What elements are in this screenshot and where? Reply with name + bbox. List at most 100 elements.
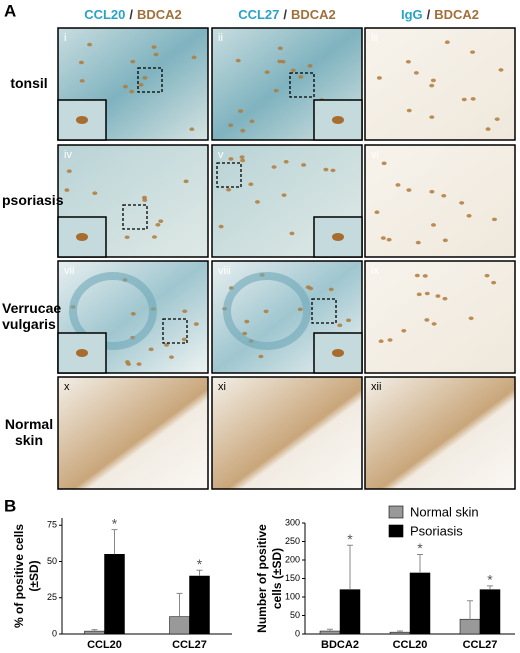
stained-cell [238, 109, 244, 113]
stained-cell [129, 89, 135, 94]
y-axis-label-line: (±SD) [27, 560, 41, 591]
panel-numeral: i [64, 32, 66, 44]
y-tick-label: 25 [47, 592, 57, 602]
significance-mark: * [347, 531, 353, 547]
column-header-sep: / [427, 7, 431, 22]
micrograph [57, 376, 209, 490]
bar [459, 618, 481, 635]
column-header-marker: CCL20 [84, 7, 125, 22]
stained-cell [429, 189, 435, 194]
stained-cell [277, 46, 283, 51]
y-tick-label: 150 [285, 573, 300, 583]
stained-cell [470, 97, 476, 101]
stained-cell [395, 183, 401, 187]
column-header-stain: BDCA2 [291, 7, 336, 22]
legend-label: Normal skin [410, 504, 479, 519]
stained-cell [218, 224, 224, 229]
stained-cell [466, 214, 472, 218]
y-tick-label: 250 [285, 536, 300, 546]
error-bar [91, 629, 98, 632]
micrograph [211, 376, 363, 490]
stained-cell [406, 188, 412, 192]
stained-cell [444, 40, 450, 45]
bar [169, 616, 190, 635]
zoom-box [311, 298, 337, 324]
stained-cell [87, 42, 93, 47]
x-tick-label: BDCA2 [321, 639, 359, 651]
stained-cell [92, 191, 98, 196]
y-tick-label: 75 [47, 520, 57, 530]
row-label: Verrucae vulgaris [2, 300, 62, 332]
stained-cell [235, 58, 241, 63]
stained-cell [401, 328, 407, 333]
row-label: psoriasis [2, 192, 64, 208]
stained-cell [494, 117, 500, 121]
stained-cell [387, 338, 393, 342]
stained-cell [122, 84, 128, 89]
error-bar [111, 529, 118, 555]
stained-cell [249, 119, 255, 124]
stained-cell [332, 233, 344, 241]
stained-cell [142, 75, 148, 80]
x-tick-label: CCL27 [172, 639, 207, 651]
stained-cell [181, 337, 187, 342]
bar [104, 554, 125, 635]
stained-cell [130, 312, 136, 316]
stained-cell [228, 157, 234, 161]
significance-mark: * [417, 540, 423, 556]
stained-cell [406, 108, 412, 113]
bar [84, 630, 105, 635]
zoom-box [216, 162, 242, 188]
y-tick-label: 300 [285, 517, 300, 527]
stained-cell [142, 198, 148, 202]
stained-cell [301, 163, 307, 167]
y-axis-label-line: cells (±SD) [270, 548, 284, 609]
stained-cell [155, 223, 161, 227]
stained-cell [485, 127, 491, 131]
error-bar [176, 592, 183, 617]
stained-cell [337, 323, 343, 328]
column-header-marker: IgG [401, 7, 423, 22]
y-axis-label: % of positive cells(±SD) [12, 524, 41, 628]
stained-cell [193, 322, 199, 326]
zoom-box [289, 72, 315, 98]
y-tick-label: 0 [295, 628, 300, 638]
stained-cell [263, 309, 269, 314]
stained-cell [429, 115, 435, 119]
stained-cell [424, 318, 430, 322]
stained-cell [328, 287, 334, 292]
stained-cell [386, 237, 392, 242]
y-tick-label: 200 [285, 554, 300, 564]
stained-cell [441, 193, 447, 198]
micrograph [364, 376, 516, 490]
panel-numeral: vii [64, 265, 74, 277]
significance-mark: * [197, 556, 203, 572]
stained-cell [148, 347, 154, 352]
stained-cell [76, 349, 88, 357]
stained-cell [76, 233, 88, 241]
micrograph [364, 27, 516, 141]
error-bar [487, 585, 493, 590]
stained-cell [378, 339, 384, 344]
stained-cell [430, 78, 436, 83]
legend-swatch [388, 505, 404, 519]
stained-cell [470, 50, 476, 54]
column-header-sep: / [283, 7, 287, 22]
stained-cell [415, 240, 421, 245]
stained-cell [442, 296, 448, 301]
stained-cell [151, 45, 157, 49]
legend-swatch [388, 524, 404, 538]
stained-cell [130, 59, 136, 64]
stained-cell [182, 309, 188, 314]
panel-numeral: iv [64, 149, 72, 161]
x-tick-label: CCL20 [87, 639, 122, 651]
stained-cell [239, 155, 245, 159]
stained-cell [332, 116, 344, 124]
stained-cell [290, 68, 296, 73]
stained-cell [422, 274, 428, 278]
stained-cell [271, 165, 277, 169]
panel-numeral: xi [218, 381, 226, 393]
stained-cell [416, 292, 422, 297]
bar [339, 589, 361, 635]
